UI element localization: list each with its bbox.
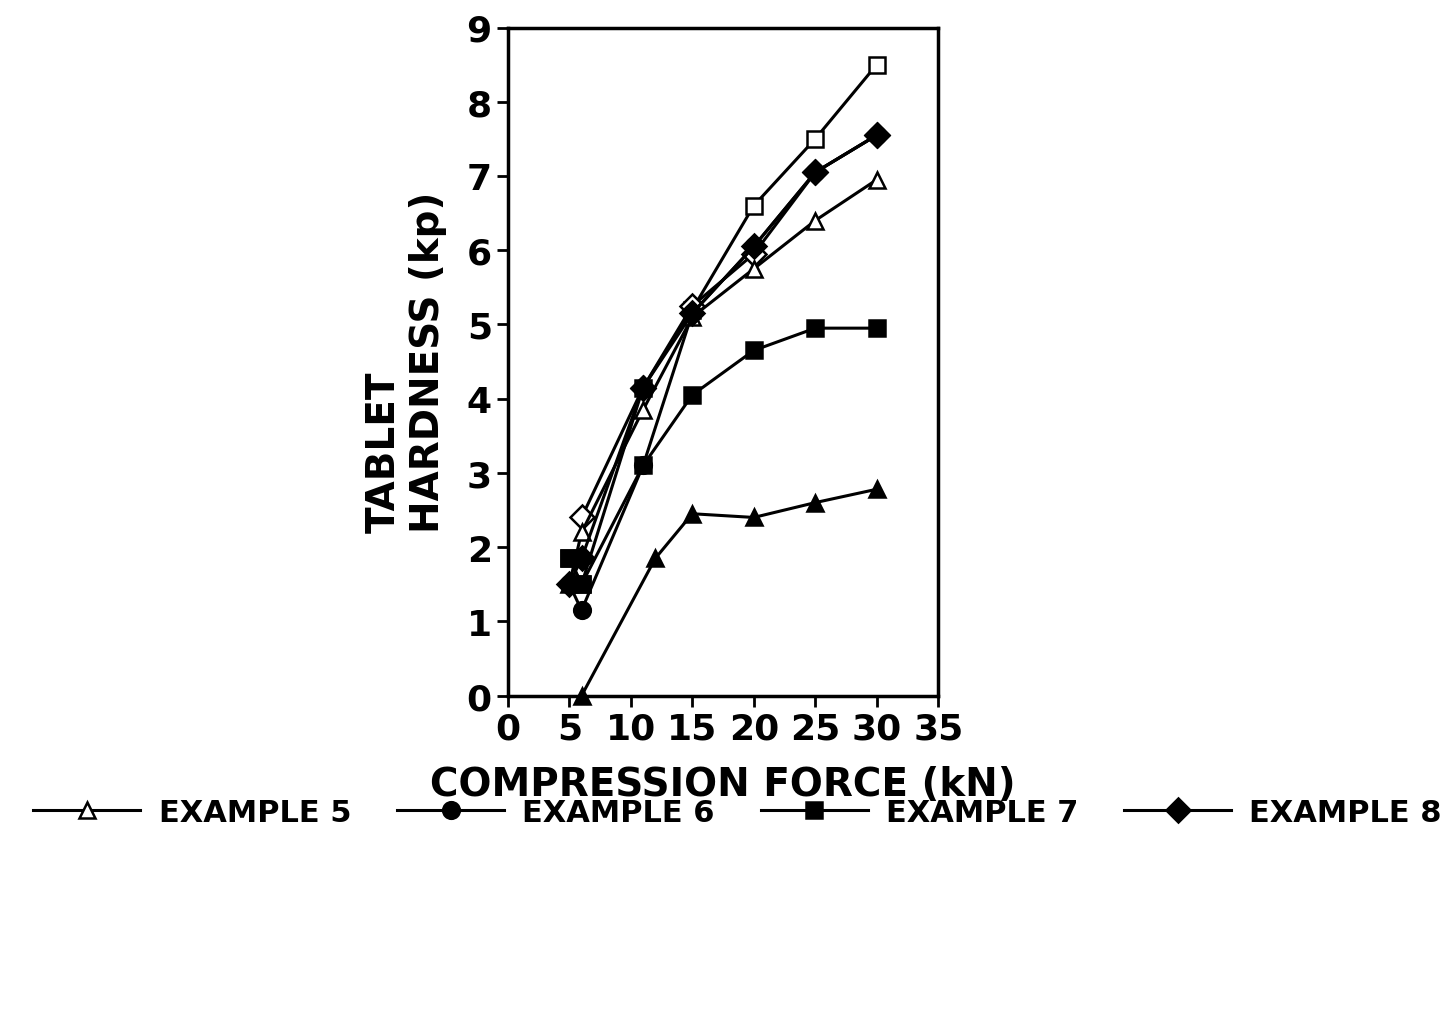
X-axis label: COMPRESSION FORCE (kN): COMPRESSION FORCE (kN) <box>431 765 1015 804</box>
Legend: EXAMPLE 3, EXAMPLE 4, EXAMPLE 5, EXAMPLE 6, EXAMPLE 7, EXAMPLE 8, CONTROL: EXAMPLE 3, EXAMPLE 4, EXAMPLE 5, EXAMPLE… <box>0 797 1446 871</box>
Y-axis label: TABLET
HARDNESS (kp): TABLET HARDNESS (kp) <box>366 191 447 532</box>
